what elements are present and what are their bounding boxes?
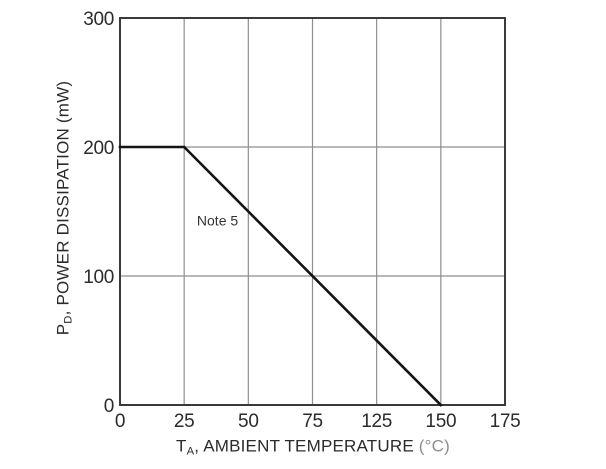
x-tick-label: 150 — [425, 411, 456, 432]
x-axis-title-unit: (°C) — [418, 436, 450, 456]
x-tick-label: 175 — [490, 411, 521, 432]
y-axis-title-main: , POWER DISSIPATION (mW) — [53, 80, 73, 316]
x-axis-title: TA, AMBIENT TEMPERATURE (°C) — [176, 436, 450, 457]
y-axis-title-prefix: P — [53, 323, 73, 336]
y-axis-title: PD, POWER DISSIPATION (mW) — [53, 81, 74, 335]
power-derating-line — [118, 145, 443, 407]
x-tick-label: 125 — [361, 411, 392, 432]
plot-border — [119, 17, 506, 406]
x-axis-title-subscript: A — [186, 445, 195, 458]
x-tick-label: 0 — [115, 411, 125, 432]
x-tick-label: 75 — [302, 411, 323, 432]
y-tick-label: 0 — [104, 396, 114, 417]
x-tick-label: 50 — [238, 411, 259, 432]
y-tick-label: 300 — [83, 9, 114, 30]
x-axis-title-main: , AMBIENT TEMPERATURE — [194, 436, 414, 456]
y-axis-title-subscript: D — [62, 315, 75, 324]
y-tick-label: 200 — [83, 138, 114, 159]
y-tick-label: 100 — [83, 267, 114, 288]
note-annotation: Note 5 — [197, 213, 238, 229]
x-axis-title-prefix: T — [176, 436, 187, 456]
x-tick-label: 25 — [174, 411, 195, 432]
